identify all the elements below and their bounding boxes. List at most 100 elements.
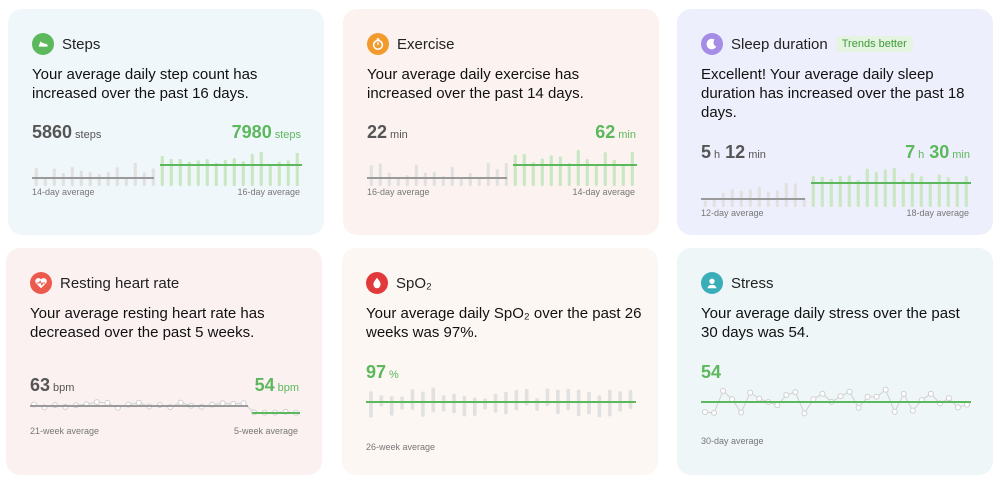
chart-bar — [946, 177, 950, 207]
stress-data-point — [927, 390, 934, 397]
stress-card-header: Stress — [701, 272, 774, 294]
chart-bar — [486, 163, 490, 186]
heart-card-header: Resting heart rate — [30, 272, 179, 294]
chart-bar — [421, 391, 425, 417]
heart-data-point — [93, 399, 100, 406]
chart-bar — [901, 179, 905, 207]
chart-bar — [477, 178, 481, 186]
chart-bar — [874, 171, 878, 207]
stress-data-point — [738, 409, 745, 416]
resting-heart-rate-card[interactable]: Resting heart rate Your average resting … — [6, 248, 322, 475]
chart-bar — [295, 152, 299, 186]
chart-bar — [259, 151, 263, 186]
chart-bar — [811, 176, 815, 207]
chart-bar — [883, 169, 887, 207]
steps-card[interactable]: Steps Your average daily step count has … — [8, 9, 324, 235]
heart-current-average: 54 bpm — [254, 375, 299, 395]
stress-data-point — [882, 386, 889, 393]
chart-bar — [232, 158, 236, 186]
sleep-card[interactable]: Sleep duration Trends better Excellent! … — [677, 9, 993, 235]
steps-previous-average: 5860 steps — [32, 122, 102, 142]
stress-data-point — [873, 393, 880, 400]
chart-bar — [178, 158, 182, 186]
sleep-right-caption: 18-day average — [906, 208, 969, 218]
chart-bar — [535, 398, 539, 411]
stress-data-point — [855, 404, 862, 411]
stress-data-point — [954, 404, 961, 411]
stress-data-point — [747, 389, 754, 396]
chart-bar — [757, 186, 761, 207]
chart-bar — [97, 174, 101, 186]
chart-bar — [378, 163, 382, 186]
chart-bar — [431, 387, 436, 413]
chart-bar — [504, 391, 508, 415]
chart-bar — [214, 162, 218, 186]
stress-line-chart — [701, 386, 971, 417]
chart-bar — [628, 390, 633, 409]
stress-data-point — [729, 396, 736, 403]
chart-bar — [61, 173, 65, 186]
exercise-summary: Your average daily exercise has increase… — [367, 66, 584, 102]
stress-data-point — [819, 390, 826, 397]
chart-bar — [250, 153, 254, 186]
chart-bar — [43, 178, 47, 186]
chart-bar — [389, 396, 394, 416]
chart-bar — [820, 176, 824, 207]
chart-bar — [405, 175, 409, 186]
exercise-right-caption: 14-day average — [572, 187, 635, 197]
chart-bar — [793, 183, 797, 207]
spo2-card[interactable]: SpO₂ Your average daily SpO₂ over the pa… — [342, 248, 658, 475]
stress-card[interactable]: Stress Your average daily stress over th… — [677, 248, 993, 475]
sleep-summary: Excellent! Your average daily sleep dura… — [701, 66, 965, 121]
stress-data-point — [900, 390, 907, 397]
stress-data-point — [909, 407, 916, 414]
stress-data-point — [720, 387, 727, 394]
chart-bar — [612, 159, 616, 186]
sleep-bar-chart — [701, 168, 971, 207]
chart-bar — [964, 176, 968, 207]
chart-bar — [630, 151, 634, 186]
shoe-icon — [32, 33, 54, 55]
sleep-left-caption: 12-day average — [701, 208, 764, 218]
chart-bar — [567, 162, 571, 186]
steps-bar-chart — [32, 151, 302, 186]
moon-icon — [701, 33, 723, 55]
chart-bar — [169, 158, 173, 186]
chart-bar — [576, 149, 580, 186]
chart-bar — [452, 393, 456, 414]
exercise-bar-chart — [367, 149, 637, 186]
chart-bar — [594, 164, 598, 186]
chart-bar — [396, 176, 400, 186]
stress-data-point — [783, 392, 790, 399]
chart-bar — [603, 152, 607, 186]
heart-previous-average: 63 bpm — [30, 375, 75, 395]
chart-bar — [838, 175, 842, 207]
chart-bar — [566, 388, 571, 411]
chart-bar — [387, 172, 391, 186]
stress-caption: 30-day average — [701, 436, 764, 446]
sleep-card-header: Sleep duration Trends better — [701, 33, 913, 55]
chart-bar — [462, 395, 467, 417]
exercise-left-caption: 16-day average — [367, 187, 430, 197]
chart-bar — [784, 183, 788, 207]
chart-bar — [847, 175, 851, 207]
spo2-card-header: SpO₂ — [366, 272, 432, 294]
chart-bar — [379, 395, 384, 407]
stress-data-point — [891, 408, 898, 415]
chart-bar — [910, 172, 914, 207]
stress-data-point — [837, 393, 844, 400]
stress-data-point — [846, 388, 853, 395]
chart-bar — [585, 159, 589, 186]
chart-bar — [414, 164, 418, 186]
steps-right-caption: 16-day average — [237, 187, 300, 197]
chart-bar — [115, 167, 119, 186]
stress-data-point — [792, 389, 799, 396]
heart-icon — [30, 272, 52, 294]
chart-bar — [587, 391, 591, 415]
chart-bar — [268, 165, 272, 186]
chart-bar — [286, 160, 290, 186]
stress-face-icon — [701, 272, 723, 294]
exercise-card[interactable]: Exercise Your average daily exercise has… — [343, 9, 659, 235]
